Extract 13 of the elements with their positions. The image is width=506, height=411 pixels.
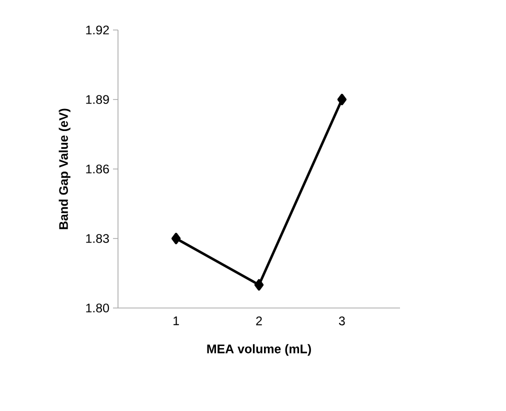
y-tick-label: 1.86 — [86, 164, 109, 174]
y-axis-title: Band Gap Value (eV) — [58, 108, 70, 230]
y-tick-label: 1.92 — [86, 26, 109, 34]
x-tick-label: 2 — [256, 316, 262, 326]
y-tick-label: 1.83 — [86, 234, 109, 243]
point — [254, 279, 264, 291]
point — [337, 94, 347, 106]
x-axis-title: MEA volume (mL) — [207, 344, 311, 356]
x-tick-label: 1 — [174, 316, 179, 326]
y-tick-label: 1.80 — [86, 304, 109, 312]
x-tick-label: 3 — [338, 316, 345, 326]
y-tick-label: 1.89 — [86, 95, 109, 104]
point — [171, 232, 181, 244]
